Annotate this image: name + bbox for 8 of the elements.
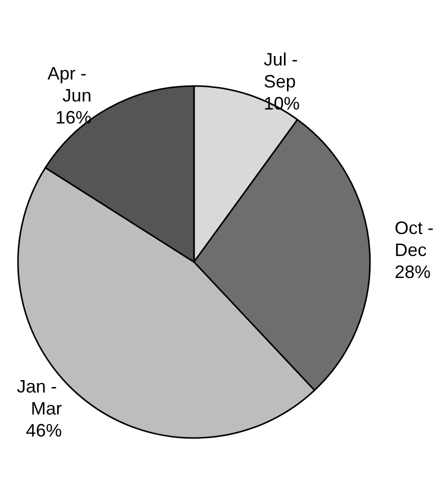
slice-label: Apr - Jun <box>47 64 92 106</box>
data-label: 46% <box>26 420 62 440</box>
data-label: 16% <box>55 108 92 128</box>
data-label: 10% <box>264 93 300 114</box>
slice-label: Jan - Mar <box>16 376 62 418</box>
slice-label: Jul - Sep <box>264 49 303 92</box>
slice-label: Oct - Dec <box>394 218 439 260</box>
data-label: 28% <box>394 262 431 282</box>
